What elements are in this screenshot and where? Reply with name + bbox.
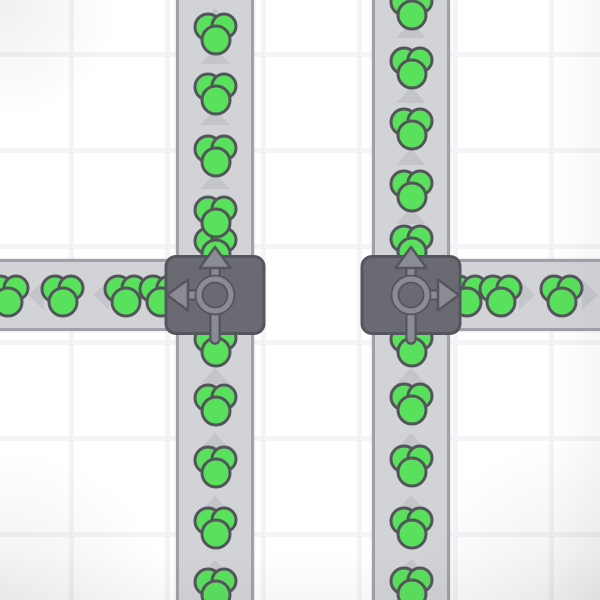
- resource-item-green-cluster: [193, 134, 238, 178]
- resource-item-green-cluster: [40, 274, 85, 318]
- splitter-building-right[interactable]: [336, 220, 486, 370]
- resource-item-green-cluster: [0, 274, 30, 318]
- splitter-building-left[interactable]: [140, 220, 290, 370]
- resource-item-green-cluster: [193, 72, 238, 116]
- resource-item-green-cluster: [193, 383, 238, 427]
- resource-item-green-cluster: [193, 506, 238, 550]
- resource-item-green-cluster: [389, 107, 434, 151]
- resource-item-green-cluster: [193, 195, 238, 239]
- resource-item-green-cluster: [478, 274, 523, 318]
- resource-item-green-cluster: [389, 0, 434, 31]
- resource-item-green-cluster: [389, 506, 434, 550]
- resource-item-green-cluster: [389, 46, 434, 90]
- resource-item-green-cluster: [389, 169, 434, 213]
- resource-item-green-cluster: [193, 445, 238, 489]
- resource-item-green-cluster: [193, 567, 238, 600]
- resource-item-green-cluster: [389, 566, 434, 600]
- resource-item-green-cluster: [539, 274, 584, 318]
- resource-item-green-cluster: [193, 12, 238, 56]
- resource-item-green-cluster: [389, 444, 434, 488]
- resource-item-green-cluster: [389, 382, 434, 426]
